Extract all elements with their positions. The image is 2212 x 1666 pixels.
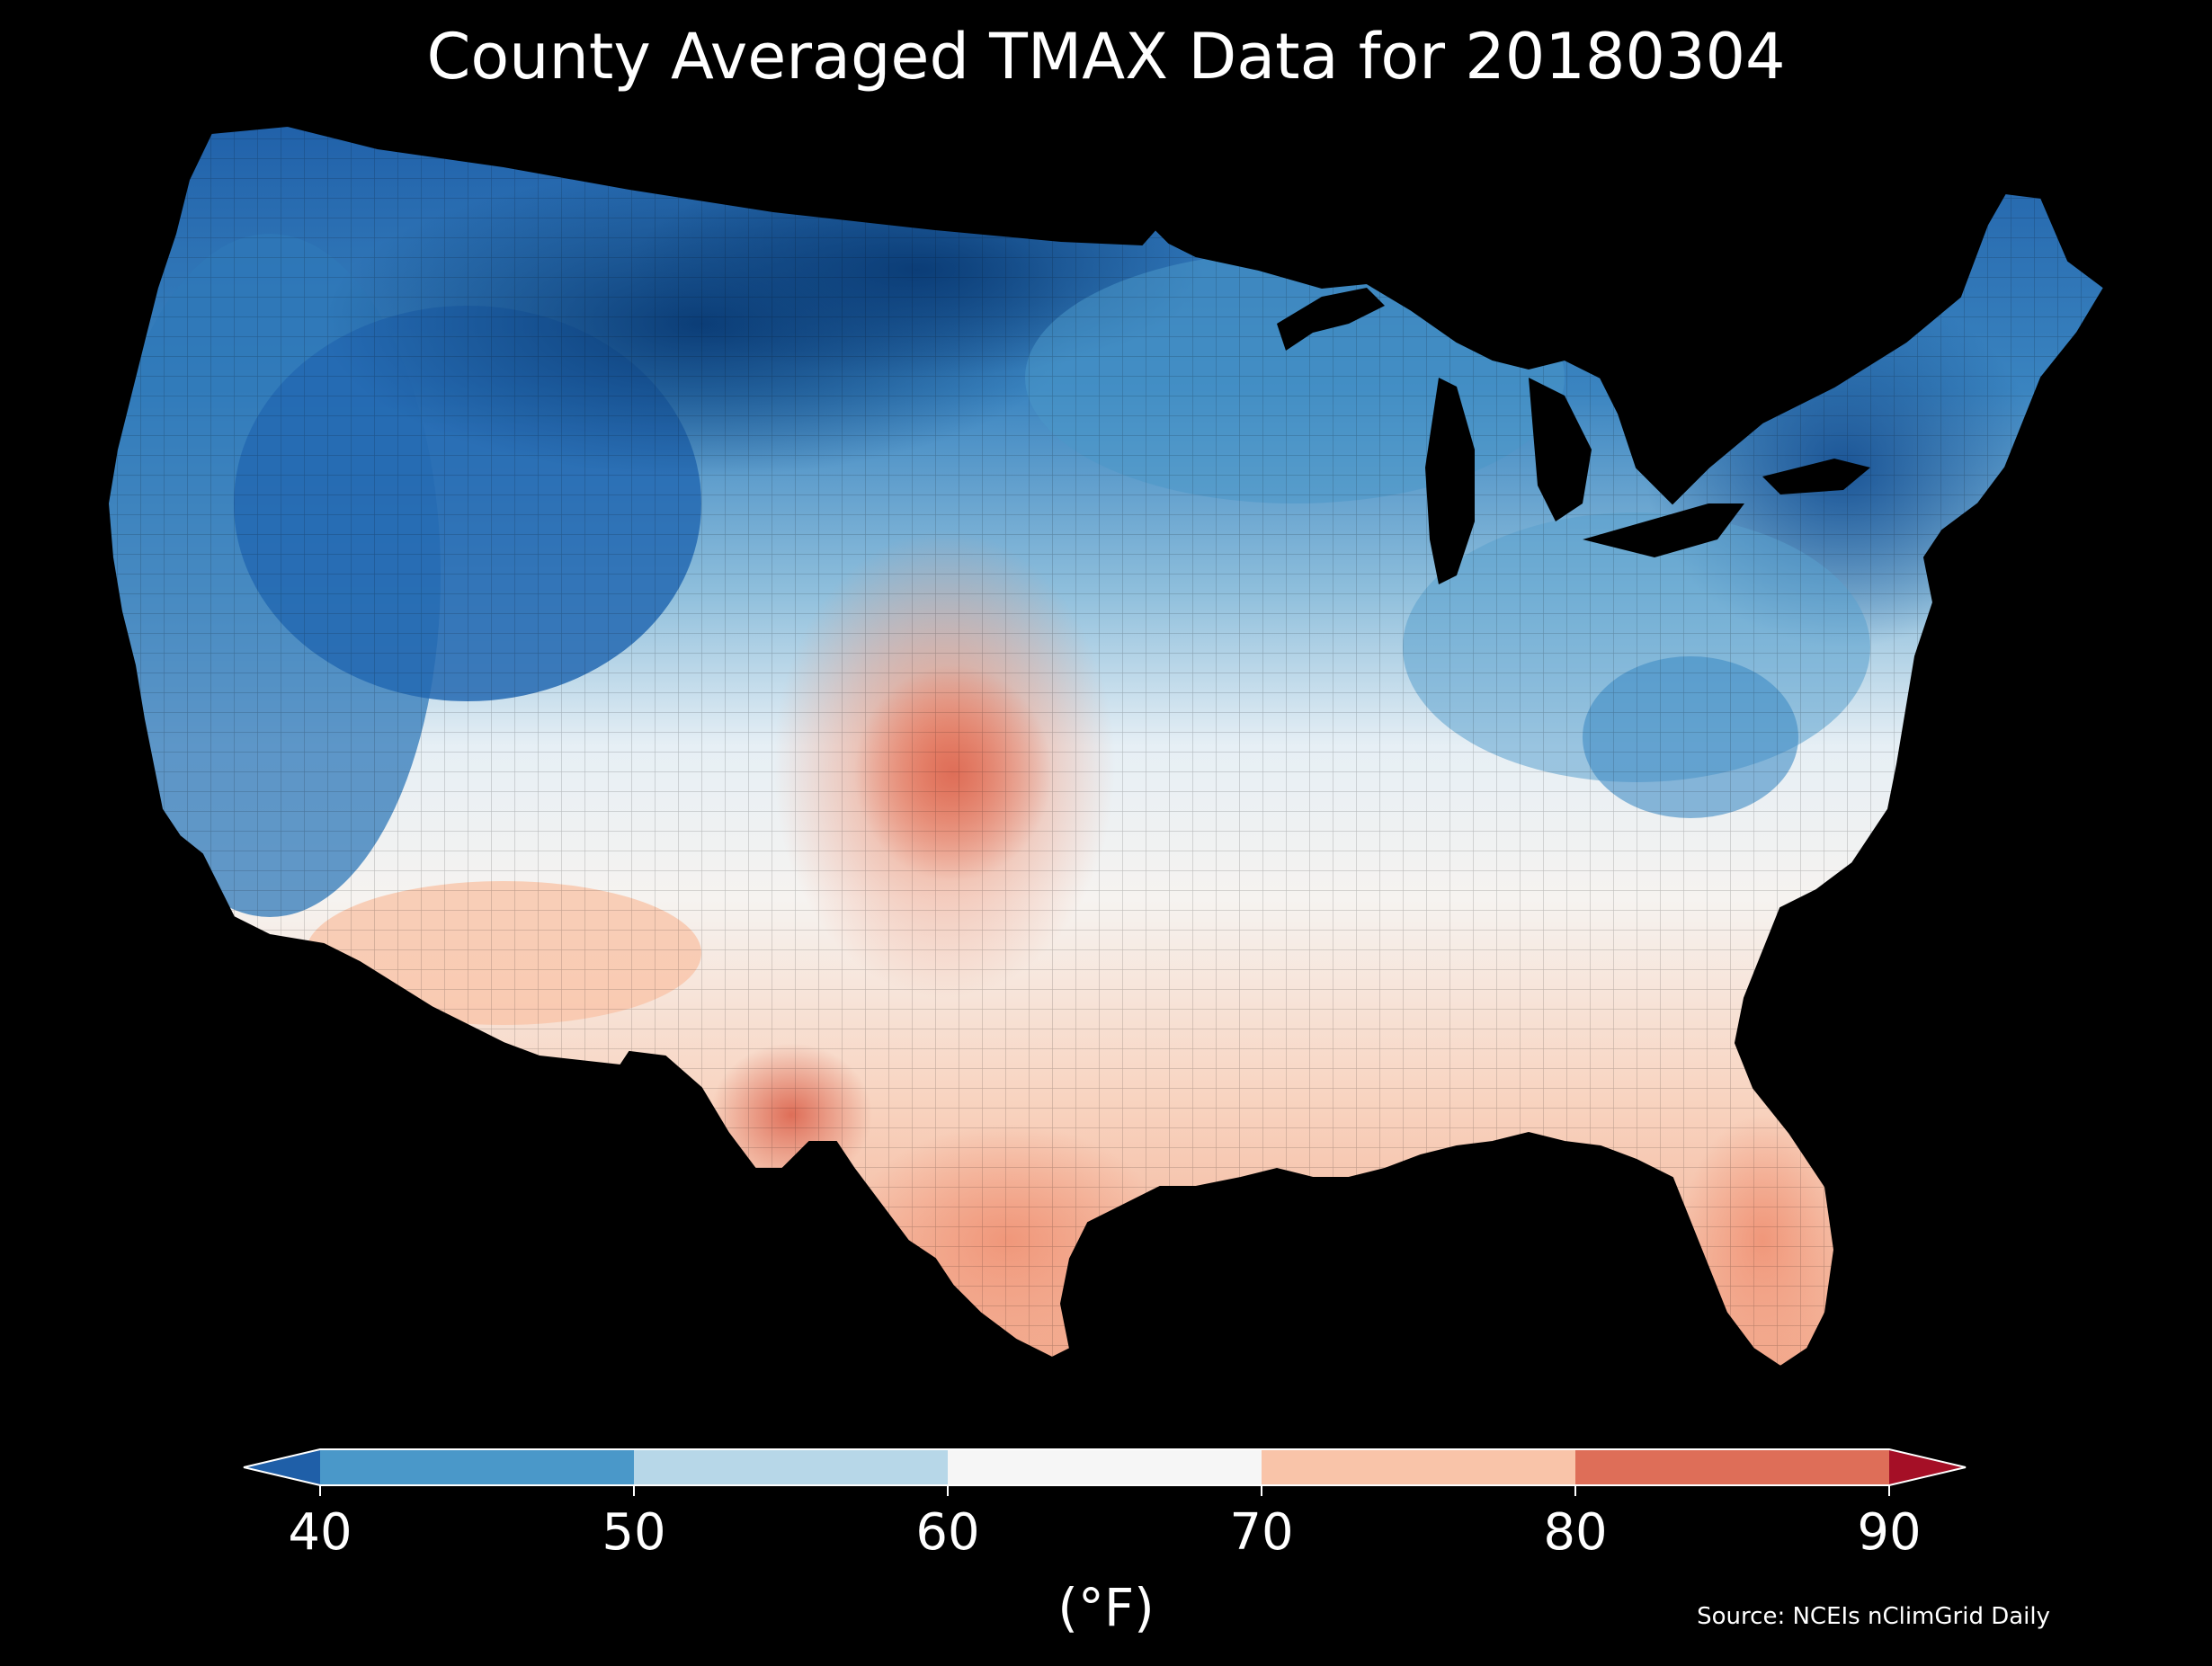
colorbar-bin-3 bbox=[1262, 1449, 1575, 1485]
colorbar-tick-label-0: 40 bbox=[288, 1503, 352, 1562]
colorbar-unit-label: (°F) bbox=[1057, 1577, 1155, 1638]
lake-ontario bbox=[1762, 459, 1870, 494]
great-lakes bbox=[1277, 288, 1870, 584]
colorbar-bin-0 bbox=[320, 1449, 634, 1485]
colorbar-bin-4 bbox=[1575, 1449, 1889, 1485]
colorbar-tick-label-2: 60 bbox=[915, 1503, 980, 1562]
colorbar-over-extend bbox=[1889, 1449, 1966, 1485]
colorbar-tick-label-3: 70 bbox=[1229, 1503, 1294, 1562]
source-note: Source: NCEIs nClimGrid Daily bbox=[1697, 1603, 2050, 1630]
lake-huron bbox=[1529, 378, 1592, 521]
colorbar-tick-label-4: 80 bbox=[1543, 1503, 1608, 1562]
colorbar-swatches bbox=[243, 1448, 1967, 1496]
colorbar-tick-label-1: 50 bbox=[602, 1503, 666, 1562]
colorbar-under-extend bbox=[244, 1449, 320, 1485]
lake-michigan bbox=[1425, 378, 1475, 584]
figure-title: County Averaged TMAX Data for 20180304 bbox=[426, 20, 1786, 94]
lake-erie bbox=[1583, 503, 1744, 557]
colorbar-bin-1 bbox=[634, 1449, 948, 1485]
lake-superior bbox=[1277, 288, 1385, 351]
colorbar-bin-2 bbox=[948, 1449, 1262, 1485]
colorbar-tick-label-5: 90 bbox=[1857, 1503, 1922, 1562]
